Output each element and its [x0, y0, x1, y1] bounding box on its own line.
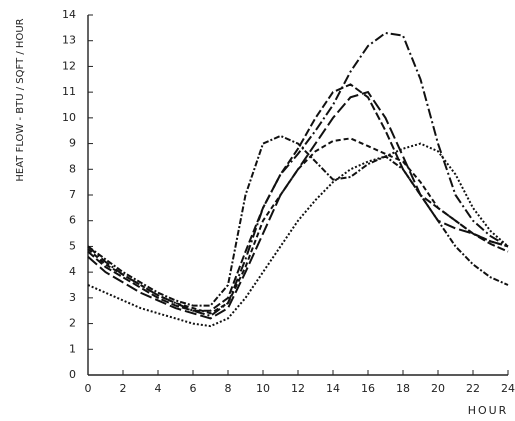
- series-line: [87, 31, 509, 318]
- x-tick-label: 10: [256, 382, 270, 395]
- y-tick-label: 8: [69, 162, 76, 175]
- x-tick-label: 16: [361, 382, 375, 395]
- y-axis-label: HEAT FLOW - BTU / SQFT / HOUR: [15, 18, 26, 181]
- y-tick-label: 7: [69, 188, 76, 201]
- y-tick-label: 6: [69, 214, 76, 227]
- x-axis-label: HOUR: [468, 404, 509, 417]
- x-tick-label: 18: [396, 382, 410, 395]
- y-tick-label: 0: [69, 368, 76, 381]
- x-tick-label: 6: [190, 382, 197, 395]
- y-tick-label: 13: [62, 34, 76, 47]
- x-tick-label: 0: [85, 382, 92, 395]
- x-tick-label: 14: [326, 382, 340, 395]
- y-tick-label: 12: [62, 59, 76, 72]
- x-tick-label: 20: [431, 382, 445, 395]
- x-tick-label: 12: [291, 382, 305, 395]
- y-tick-label: 1: [69, 342, 76, 355]
- y-tick-label: 10: [62, 111, 76, 124]
- series-line: [87, 137, 509, 315]
- y-tick-label: 2: [69, 317, 76, 330]
- y-tick-label: 4: [69, 265, 76, 278]
- y-tick-label: 9: [69, 137, 76, 150]
- series-line: [87, 90, 509, 320]
- series-line: [87, 83, 509, 312]
- y-tick-label: 14: [62, 8, 76, 21]
- x-tick-label: 2: [120, 382, 127, 395]
- x-tick-label: 4: [155, 382, 162, 395]
- y-tick-label: 3: [69, 291, 76, 304]
- x-tick-label: 8: [225, 382, 232, 395]
- x-tick-label: 24: [501, 382, 515, 395]
- y-tick-label: 5: [69, 239, 76, 252]
- series-line: [87, 142, 509, 328]
- y-tick-label: 11: [62, 85, 76, 98]
- x-tick-label: 22: [466, 382, 480, 395]
